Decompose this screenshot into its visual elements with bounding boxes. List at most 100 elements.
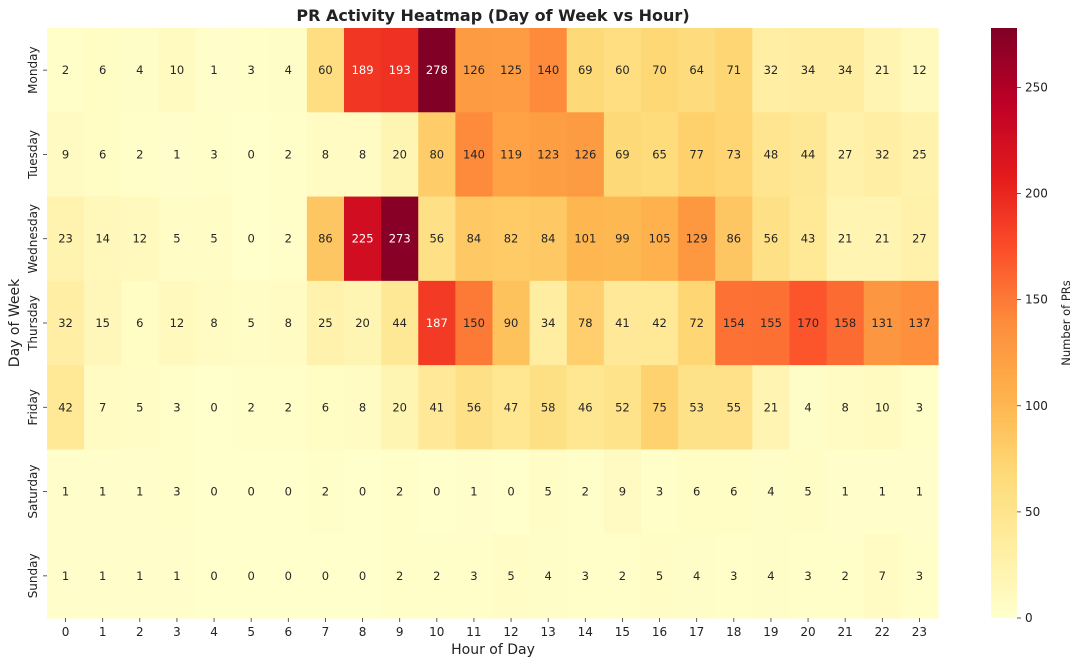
cell-value-label: 4 [767, 569, 774, 583]
cell-value-label: 140 [537, 63, 559, 77]
cell-value-label: 1 [842, 485, 849, 499]
heatmap-cell [158, 533, 197, 619]
heatmap-cell [826, 112, 865, 198]
cell-value-label: 23 [58, 232, 73, 246]
cell-value-label: 5 [804, 485, 811, 499]
heatmap-cell [863, 365, 902, 451]
heatmap-cell [232, 365, 271, 451]
heatmap-cell [715, 365, 753, 451]
heatmap-cell [121, 112, 159, 198]
heatmap-cell [603, 533, 642, 619]
heatmap-cell [158, 365, 197, 451]
cell-value-label: 137 [908, 316, 930, 330]
heatmap-cell [455, 365, 494, 451]
heatmap-cell [195, 280, 234, 366]
x-tick-label: 17 [689, 625, 704, 639]
heatmap-cell [306, 365, 345, 451]
cell-value-label: 1 [210, 63, 217, 77]
heatmap-cell [84, 449, 122, 535]
cell-value-label: 48 [764, 147, 779, 161]
heatmap-cell [269, 28, 308, 113]
x-tick-label: 10 [429, 625, 444, 639]
heatmap-cell [826, 449, 865, 535]
heatmap-cell [826, 533, 865, 619]
cell-value-label: 4 [804, 400, 811, 414]
cell-value-label: 43 [801, 232, 816, 246]
cell-value-label: 123 [537, 147, 559, 161]
heatmap-cell [678, 533, 716, 619]
cell-value-label: 2 [285, 147, 292, 161]
cell-value-label: 46 [578, 400, 593, 414]
cell-value-label: 1 [99, 569, 106, 583]
heatmap-cell [47, 449, 85, 535]
cell-value-label: 3 [173, 400, 180, 414]
cell-value-label: 21 [875, 232, 890, 246]
x-tick-label: 0 [62, 625, 70, 639]
heatmap-cell [455, 449, 494, 535]
cell-value-label: 1 [470, 485, 477, 499]
heatmap-cell [789, 533, 828, 619]
cell-value-label: 154 [723, 316, 745, 330]
cell-value-label: 27 [838, 147, 853, 161]
cell-value-label: 6 [322, 400, 329, 414]
cell-value-label: 56 [429, 232, 444, 246]
heatmap-cell [492, 533, 531, 619]
cell-value-label: 2 [433, 569, 440, 583]
heatmap-cell [47, 280, 85, 366]
cell-value-label: 6 [730, 485, 737, 499]
cell-value-label: 4 [767, 485, 774, 499]
cell-value-label: 3 [916, 569, 923, 583]
heatmap-cell [455, 280, 494, 366]
heatmap-cell [678, 280, 716, 366]
x-tick-label: 14 [578, 625, 593, 639]
cell-value-label: 5 [248, 316, 255, 330]
heatmap-cell [269, 112, 308, 198]
heatmap-cell [603, 112, 642, 198]
x-tick-label: 1 [99, 625, 107, 639]
heatmap-cell [752, 449, 791, 535]
cell-value-label: 1 [62, 485, 69, 499]
heatmap-cell [381, 196, 419, 282]
heatmap-cell [344, 28, 382, 113]
x-tick-label: 8 [359, 625, 367, 639]
cell-value-label: 119 [500, 147, 522, 161]
heatmap-cell [344, 449, 382, 535]
cell-value-label: 25 [912, 147, 927, 161]
cell-value-label: 60 [318, 63, 333, 77]
cell-value-label: 8 [842, 400, 849, 414]
cell-value-label: 3 [916, 400, 923, 414]
heatmap-cell [715, 196, 753, 282]
heatmap-cell [344, 365, 382, 451]
heatmap-cell [492, 280, 531, 366]
cell-value-label: 34 [541, 316, 556, 330]
cell-value-label: 2 [248, 400, 255, 414]
x-tick-label: 11 [466, 625, 481, 639]
cell-value-label: 42 [652, 316, 667, 330]
cell-value-label: 41 [429, 400, 444, 414]
cell-value-label: 32 [875, 147, 890, 161]
cell-value-label: 12 [912, 63, 927, 77]
heatmap-cell [826, 365, 865, 451]
heatmap-cell [678, 365, 716, 451]
heatmap-cell [641, 28, 679, 113]
heatmap-cell [492, 112, 531, 198]
cell-value-label: 3 [804, 569, 811, 583]
cell-value-label: 0 [210, 569, 217, 583]
heatmap-cell [306, 449, 345, 535]
heatmap-cell [752, 365, 791, 451]
heatmap-cell [269, 365, 308, 451]
cell-value-label: 99 [615, 232, 630, 246]
heatmap-cell [344, 112, 382, 198]
heatmap-cell [678, 196, 716, 282]
cell-value-label: 2 [619, 569, 626, 583]
heatmap-cell [47, 112, 85, 198]
colorbar-tick-label: 0 [1025, 611, 1033, 625]
cell-value-label: 47 [504, 400, 519, 414]
cell-value-label: 72 [689, 316, 704, 330]
heatmap-cell [752, 280, 791, 366]
cell-value-label: 3 [730, 569, 737, 583]
cell-value-label: 34 [838, 63, 853, 77]
heatmap-cell [752, 196, 791, 282]
colorbar-tick-label: 100 [1025, 399, 1048, 413]
